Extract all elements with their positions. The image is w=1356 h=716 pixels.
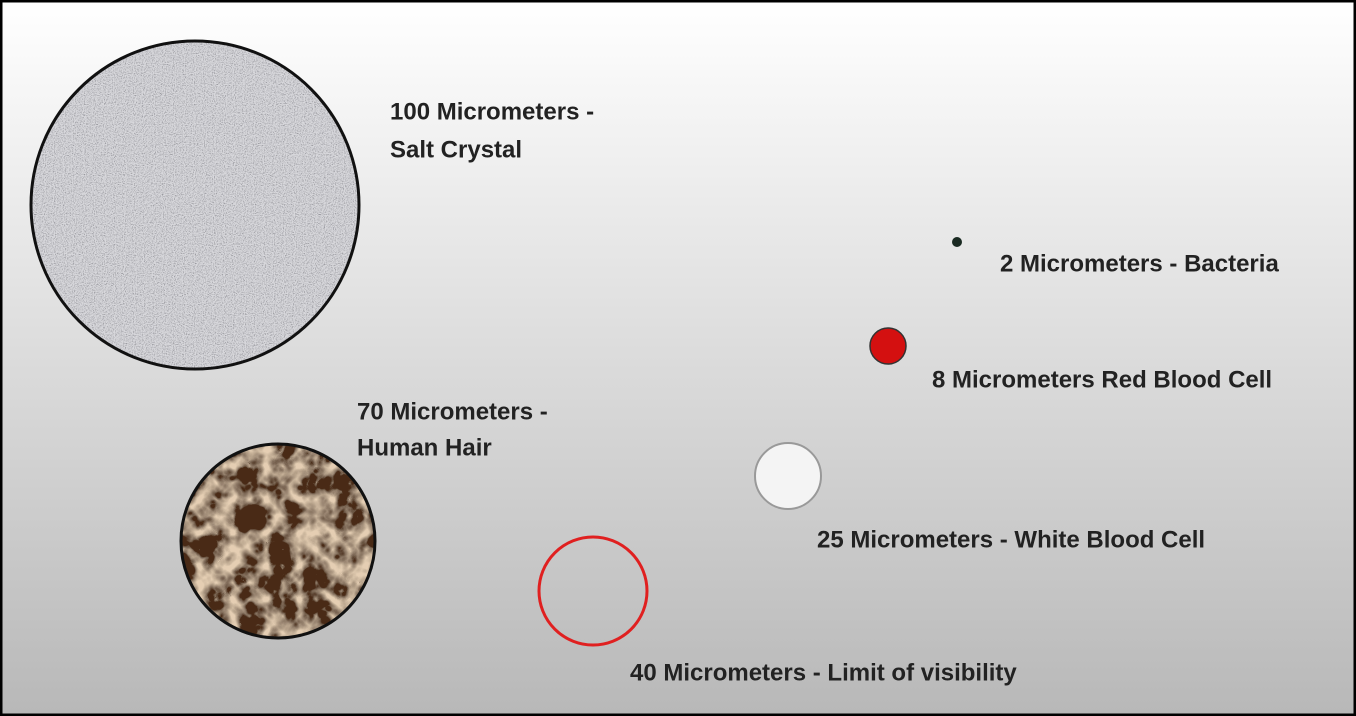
label: 40 Micrometers - Limit of visibility [630, 659, 1017, 686]
label: Human Hair [357, 434, 492, 461]
salt-fill [31, 41, 359, 369]
label: 70 Micrometers - [357, 398, 548, 425]
label: 25 Micrometers - White Blood Cell [817, 526, 1205, 553]
label: 100 Micrometers - [390, 98, 594, 125]
label: Salt Crystal [390, 136, 522, 163]
bacteria [952, 237, 962, 247]
label: 2 Micrometers - Bacteria [1000, 250, 1279, 277]
label: 8 Micrometers Red Blood Cell [932, 366, 1272, 393]
red-blood-cell [870, 328, 906, 364]
white-blood-cell [755, 443, 821, 509]
diagram: 100 Micrometers - Salt Crystal 70 Microm… [0, 0, 1356, 716]
